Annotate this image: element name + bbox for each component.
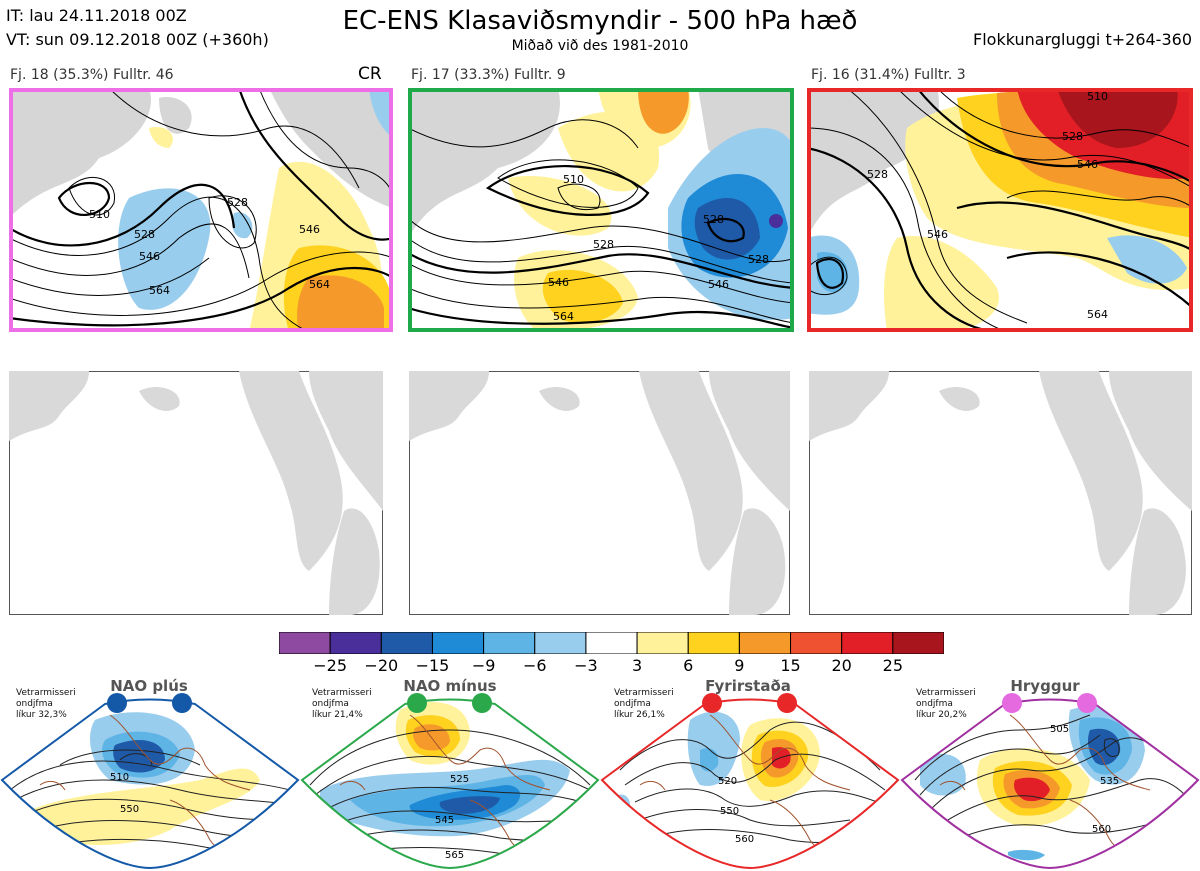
colorbar-segment [738, 632, 792, 654]
c2-contour-label-4: 564 [553, 310, 574, 323]
window-label: Flokkunargluggi t+264-360 [973, 30, 1192, 49]
cluster-3-map: 510 528 546 528 546 564 [807, 88, 1193, 332]
colorbar-segment [841, 632, 894, 654]
regime-3-contour-0: 520 [718, 776, 737, 787]
colorbar-tick-label: −3 [574, 656, 598, 675]
colorbar-segment [534, 632, 587, 654]
regime-3-contour-2: 560 [735, 834, 754, 845]
colorbar-segment [892, 632, 944, 654]
colorbar-segment [585, 632, 638, 654]
cr-label: CR [358, 64, 382, 84]
page-subtitle: Miðað við des 1981-2010 [511, 38, 689, 54]
regime-2-contour-1: 545 [435, 815, 454, 826]
cluster-3-border [807, 88, 1193, 332]
colorbar-tick-label: −20 [364, 656, 399, 675]
cluster-1-label: Fj. 18 (35.3%) Fulltr. 46 [10, 67, 174, 83]
regime-2-map: 525 545 565 [300, 693, 600, 870]
colorbar-tick-label: 20 [831, 656, 852, 675]
regime-3-contour-1: 550 [720, 806, 739, 817]
c2-contour-label-2: 528 [703, 213, 724, 226]
c1-contour-label-3: 546 [139, 250, 160, 263]
regime-3-note: Vetrarmisseri ondjfma líkur 26,1% [614, 688, 674, 720]
colorbar-tick-label: 15 [780, 656, 801, 675]
cluster-1-border [9, 88, 393, 332]
c3-contour-label-4: 546 [927, 228, 948, 241]
page-title: EC-ENS Klasaviðsmyndir - 500 hPa hæð [342, 6, 858, 36]
colorbar-tick-label: 9 [734, 656, 745, 675]
regime-1-note: Vetrarmisseri ondjfma líkur 32,3% [16, 688, 76, 720]
colorbar-segment [687, 632, 740, 654]
c2-contour-label-5: 546 [708, 278, 729, 291]
regime-1-map: 510 550 [0, 693, 300, 870]
colorbar-tick-label: −25 [313, 656, 348, 675]
colorbar-tick-label: −6 [522, 656, 547, 675]
c1-contour-label-6: 564 [309, 278, 330, 291]
regime-3-title: Fyrirstaða [705, 677, 791, 695]
colorbar-tick-label: 25 [882, 656, 904, 675]
colorbar-segment [380, 632, 433, 654]
regime-2-contour-2: 565 [445, 850, 464, 861]
c3-contour-label-1: 528 [1062, 130, 1083, 143]
vt-line: VT: sun 09.12.2018 00Z (+360h) [6, 30, 269, 49]
regime-2-note: Vetrarmisseri ondjfma líkur 21,4% [312, 688, 372, 720]
c1-contour-label-4: 564 [149, 284, 170, 297]
colorbar-segment [483, 632, 536, 654]
regime-4-contour-0: 505 [1050, 724, 1069, 735]
c3-contour-label-0: 510 [1087, 90, 1108, 103]
colorbar-segment [329, 632, 382, 654]
regime-2-contour-0: 525 [450, 774, 469, 785]
base-map-2 [409, 371, 790, 615]
regime-2-title: NAO mínus [403, 677, 497, 695]
cluster-2-border [408, 88, 794, 332]
cluster-3-label: Fj. 16 (31.4%) Fulltr. 3 [811, 67, 966, 83]
regime-4-map: 505 535 560 [900, 693, 1200, 870]
c1-contour-label-0: 510 [89, 208, 110, 221]
colorbar [279, 632, 944, 654]
c3-contour-label-5: 564 [1087, 308, 1108, 321]
colorbar-tick-label: 3 [631, 656, 643, 675]
c1-contour-label-2: 528 [227, 196, 248, 209]
colorbar-segment [279, 632, 331, 654]
c3-contour-label-3: 528 [867, 168, 888, 181]
colorbar-tick-label: −9 [471, 656, 496, 675]
c1-contour-label-5: 546 [299, 223, 320, 236]
colorbar-segment [431, 632, 485, 654]
regime-4-note: Vetrarmisseri ondjfma líkur 20,2% [916, 688, 976, 720]
regime-4-contour-1: 535 [1100, 776, 1119, 787]
base-map-1 [9, 371, 383, 615]
regime-4-contour-2: 560 [1092, 824, 1111, 835]
c2-contour-label-3: 546 [548, 276, 569, 289]
colorbar-segment [790, 632, 843, 654]
c3-contour-label-2: 546 [1077, 158, 1098, 171]
regime-1-title: NAO plús [110, 677, 188, 695]
regime-1-contour-1: 550 [120, 804, 139, 815]
regime-3-map: 520 550 560 [600, 693, 900, 870]
it-line: IT: lau 24.11.2018 00Z [6, 6, 187, 25]
c2-contour-label-1: 528 [593, 238, 614, 251]
regime-4-title: Hryggur [1010, 677, 1080, 695]
base-map-3 [809, 371, 1192, 615]
colorbar-tick-label: 6 [683, 656, 694, 675]
c2-contour-label-0: 510 [563, 173, 584, 186]
cluster-2-label: Fj. 17 (33.3%) Fulltr. 9 [411, 67, 566, 83]
c2-contour-label-6: 528 [748, 253, 769, 266]
cluster-1-map: 510 528 528 546 564 546 564 [9, 88, 393, 332]
colorbar-segment [636, 632, 689, 654]
regime-1-contour-0: 510 [110, 772, 129, 783]
colorbar-tick-label: −15 [415, 656, 450, 675]
cluster-2-map: 510 528 528 546 564 546 528 [408, 88, 794, 332]
c1-contour-label-1: 528 [134, 228, 155, 241]
